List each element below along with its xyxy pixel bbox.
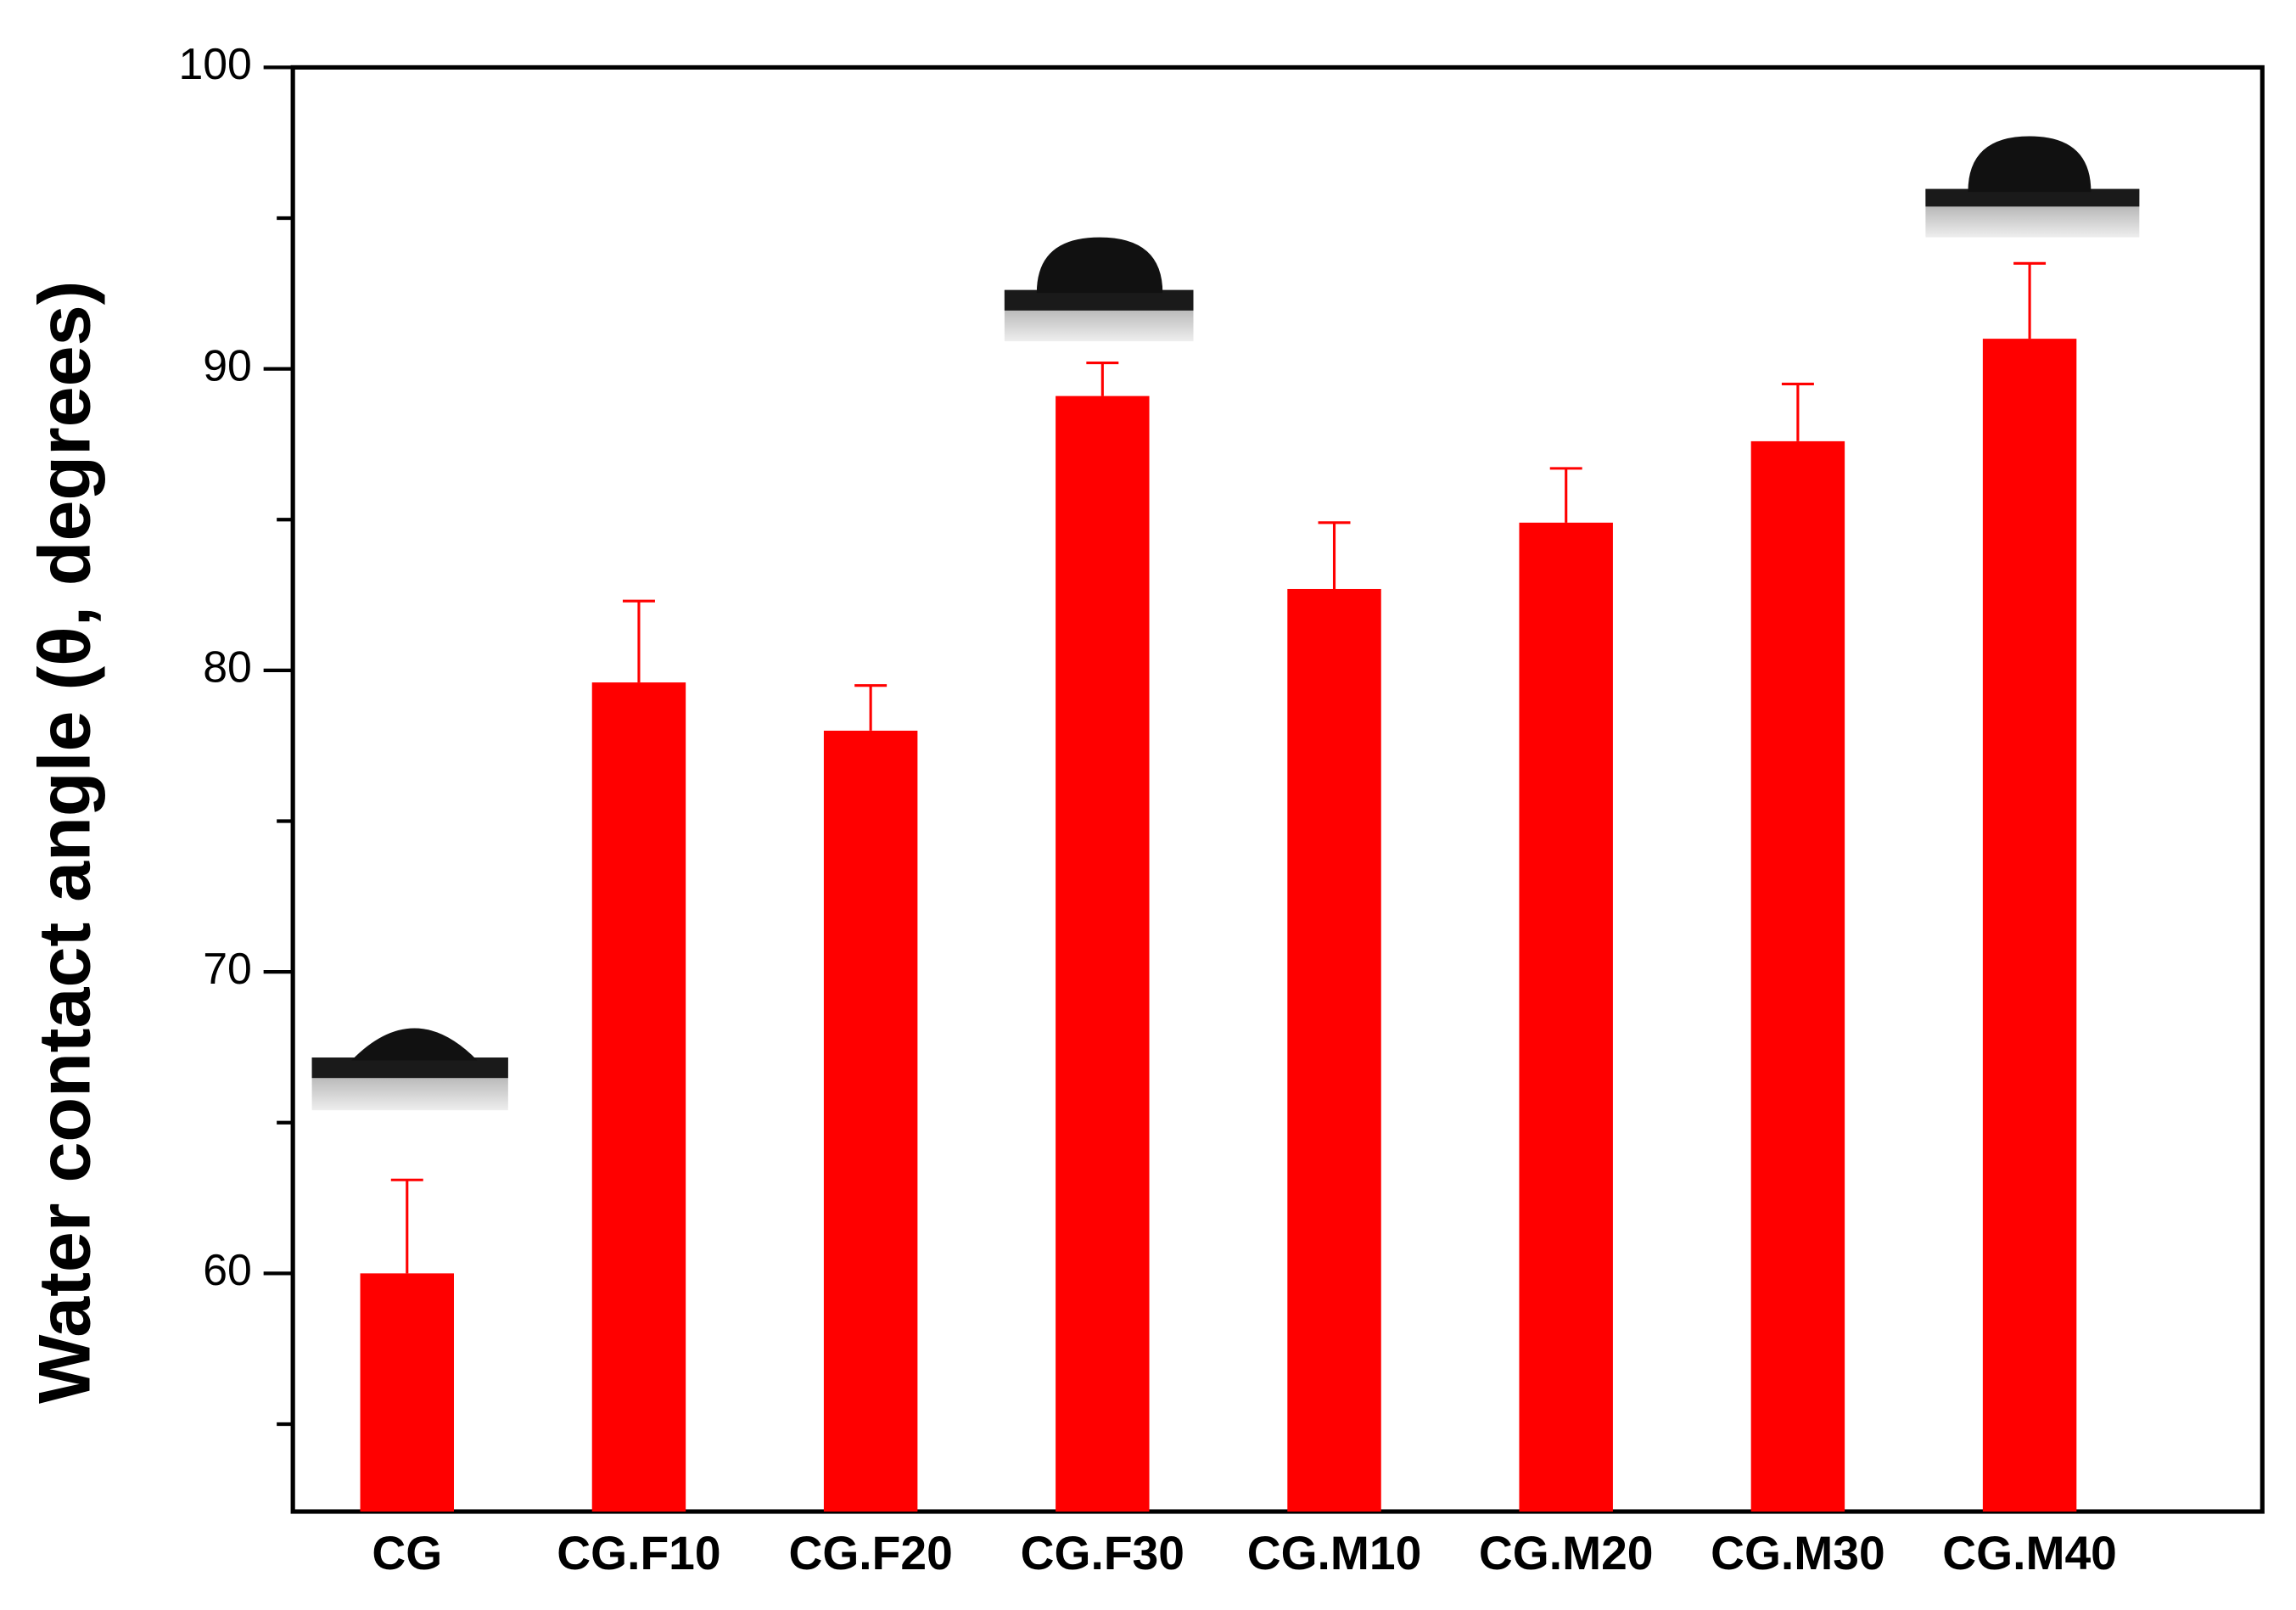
error-bar bbox=[622, 599, 655, 683]
x-tick-label: CG.M40 bbox=[1942, 1527, 2117, 1579]
x-tick-label: CG.M20 bbox=[1479, 1527, 1654, 1579]
y-tick-label: 80 bbox=[203, 642, 252, 692]
error-bar bbox=[2013, 261, 2047, 339]
bar bbox=[360, 1273, 454, 1512]
droplet-image bbox=[1925, 136, 2140, 238]
droplet-image bbox=[1004, 237, 1194, 342]
bar bbox=[591, 682, 686, 1512]
x-tick-label: CG bbox=[372, 1527, 442, 1579]
bar bbox=[1750, 440, 1845, 1512]
droplet-image bbox=[311, 1028, 508, 1111]
y-tick-label: 60 bbox=[203, 1245, 252, 1294]
x-tick-label: CG.F20 bbox=[788, 1527, 952, 1579]
y-tick-label: 90 bbox=[203, 340, 252, 390]
y-tick-label: 100 bbox=[178, 39, 251, 88]
bar bbox=[1287, 588, 1381, 1512]
bar bbox=[1982, 339, 2077, 1512]
bar bbox=[1056, 395, 1150, 1512]
x-tick-label: CG.M30 bbox=[1711, 1527, 1885, 1579]
error-bar bbox=[1781, 382, 1814, 441]
error-bar bbox=[854, 684, 888, 731]
error-bar bbox=[1086, 361, 1119, 396]
bar bbox=[823, 730, 918, 1512]
x-tick-label: CG.F30 bbox=[1021, 1527, 1184, 1579]
bar bbox=[1519, 522, 1613, 1512]
y-axis-label: Water contact angle (θ, degrees) bbox=[25, 281, 106, 1404]
x-tick-label: CG.M10 bbox=[1247, 1527, 1422, 1579]
error-bar bbox=[1549, 467, 1582, 523]
error-bar bbox=[390, 1178, 423, 1274]
error-bar bbox=[1318, 521, 1351, 589]
x-tick-label: CG.F10 bbox=[557, 1527, 720, 1579]
y-tick-label: 70 bbox=[203, 944, 252, 993]
plot-frame bbox=[290, 65, 2265, 1514]
